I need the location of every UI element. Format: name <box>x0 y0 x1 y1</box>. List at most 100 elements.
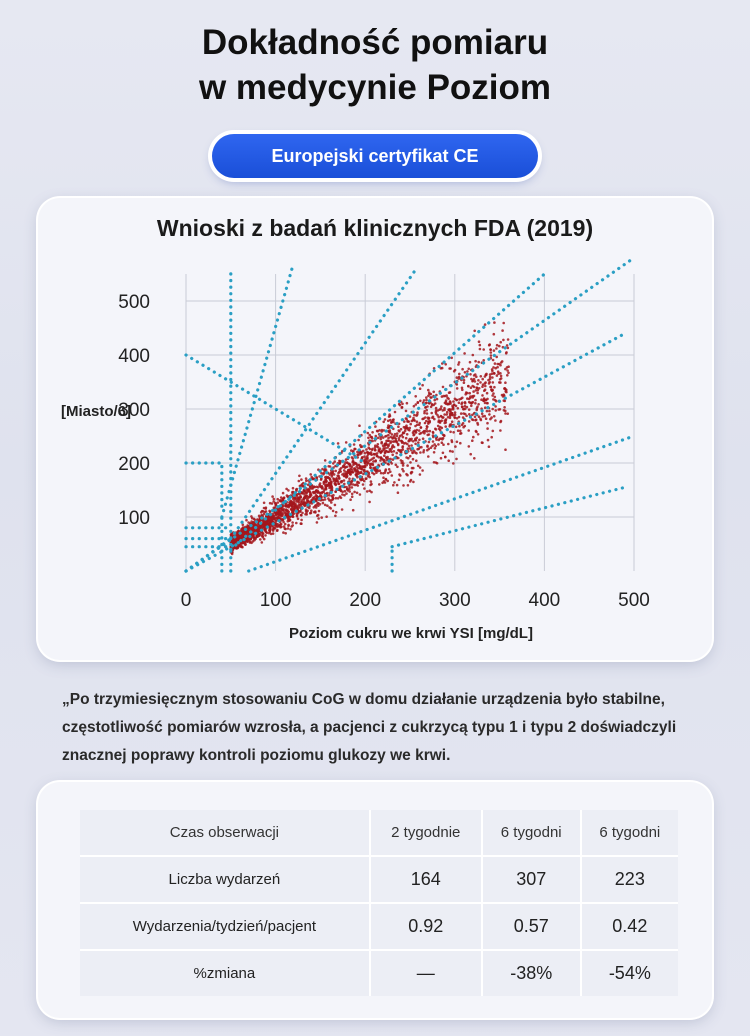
data-point <box>261 522 265 525</box>
data-point <box>347 468 350 472</box>
data-point <box>418 438 421 442</box>
data-point <box>404 436 408 440</box>
data-point <box>259 538 262 541</box>
data-point <box>330 485 333 488</box>
data-point <box>344 441 348 444</box>
data-point <box>314 503 318 507</box>
data-point <box>341 465 345 469</box>
data-point <box>386 462 390 466</box>
data-point <box>387 426 390 430</box>
data-point <box>387 436 390 440</box>
data-point <box>376 443 380 446</box>
data-point <box>390 474 394 477</box>
data-point <box>493 385 496 389</box>
data-point <box>401 440 404 444</box>
data-point <box>260 509 264 513</box>
data-point <box>270 519 273 522</box>
data-point <box>392 450 396 453</box>
x-tick-label: 200 <box>349 590 381 611</box>
data-point <box>434 428 438 431</box>
data-point <box>391 458 395 461</box>
data-point <box>427 388 430 392</box>
data-point <box>383 481 387 484</box>
data-point <box>439 414 443 418</box>
data-point <box>297 500 301 504</box>
data-point <box>348 477 351 481</box>
data-point <box>374 448 377 452</box>
data-point <box>268 529 272 532</box>
data-point <box>291 521 294 524</box>
data-point <box>355 491 359 495</box>
data-point <box>462 425 465 429</box>
data-point <box>318 491 321 494</box>
data-point <box>408 454 412 458</box>
data-point <box>295 515 299 518</box>
data-point <box>483 388 487 391</box>
data-point <box>237 535 240 539</box>
data-point <box>465 405 469 409</box>
data-point <box>287 518 290 521</box>
data-point <box>374 434 378 438</box>
data-point <box>506 369 509 372</box>
data-point <box>250 541 253 545</box>
data-point <box>405 401 409 405</box>
data-point <box>440 405 443 408</box>
data-point <box>379 437 383 441</box>
data-point <box>318 483 321 487</box>
data-point <box>368 489 372 493</box>
data-point <box>395 441 399 444</box>
data-point <box>484 398 488 402</box>
data-point <box>463 352 466 355</box>
data-point <box>475 386 479 390</box>
data-point <box>431 415 435 419</box>
data-point <box>422 449 426 452</box>
data-point <box>417 429 421 432</box>
data-point <box>230 533 233 537</box>
data-point <box>448 416 452 420</box>
data-point <box>386 479 390 483</box>
data-point <box>240 528 244 531</box>
x-axis-label: Poziom cukru we krwi YSI [mg/dL] <box>289 625 533 642</box>
data-point <box>468 396 472 400</box>
zone-boundary-line <box>184 353 367 465</box>
data-point <box>336 474 340 478</box>
data-point <box>410 437 413 441</box>
data-point <box>468 360 472 364</box>
data-point <box>274 502 278 506</box>
data-point <box>252 535 255 538</box>
data-point <box>467 445 471 448</box>
data-point <box>339 467 343 470</box>
data-point <box>484 417 488 420</box>
data-point <box>474 373 477 376</box>
data-point <box>473 380 477 383</box>
data-point <box>351 483 355 486</box>
data-point <box>490 435 494 439</box>
data-point <box>373 453 376 456</box>
data-point <box>489 348 493 351</box>
data-point <box>455 440 459 444</box>
data-point <box>365 490 369 493</box>
data-point <box>504 412 507 415</box>
data-point <box>455 398 459 402</box>
data-point <box>315 485 319 489</box>
data-point <box>466 397 469 400</box>
data-point <box>405 426 408 430</box>
data-point <box>282 520 285 524</box>
data-point <box>387 430 391 433</box>
data-point <box>271 529 275 532</box>
data-point <box>433 417 436 421</box>
data-point <box>388 413 391 416</box>
data-point <box>472 377 476 381</box>
data-point <box>308 506 311 510</box>
data-point <box>473 415 477 419</box>
data-point <box>477 403 480 406</box>
data-point <box>349 468 352 471</box>
data-point <box>453 403 456 407</box>
data-point <box>418 421 422 425</box>
data-point <box>300 522 303 525</box>
data-point <box>479 375 483 378</box>
data-point <box>276 497 279 501</box>
data-point <box>285 487 288 491</box>
data-point <box>473 457 476 460</box>
data-point <box>313 485 316 489</box>
